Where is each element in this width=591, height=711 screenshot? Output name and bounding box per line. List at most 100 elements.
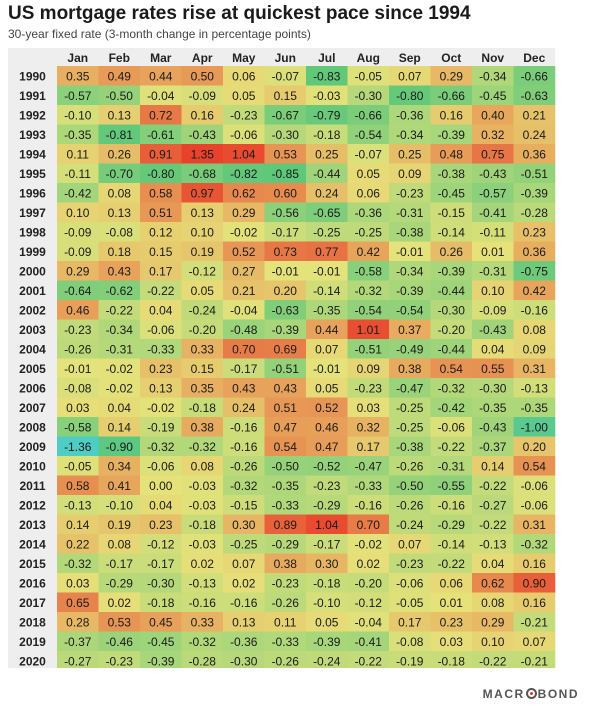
heatmap-cell <box>98 612 141 632</box>
cell-value: -0.22 <box>355 654 383 668</box>
cell-value: -0.51 <box>521 167 549 181</box>
heatmap-cell <box>347 514 390 535</box>
heatmap-cell <box>472 631 514 652</box>
heatmap-cell <box>389 534 431 554</box>
heatmap-cell <box>306 495 348 515</box>
cell-value: 0.10 <box>191 225 215 239</box>
cell-value: 0.52 <box>315 401 339 415</box>
row-label-2000: 2000 <box>19 264 46 278</box>
row-label-2003: 2003 <box>19 323 46 337</box>
row-label-2001: 2001 <box>19 284 46 298</box>
cell-value: 0.04 <box>149 303 173 317</box>
cell-value: -0.57 <box>64 89 92 103</box>
cell-value: 0.43 <box>108 264 132 278</box>
cell-value: -0.39 <box>438 128 466 142</box>
cell-value: -0.28 <box>189 654 217 668</box>
cell-value: -0.26 <box>230 459 258 473</box>
cell-value: -0.44 <box>438 342 466 356</box>
heatmap-cell <box>389 124 431 145</box>
cell-value: 0.02 <box>357 557 381 571</box>
heatmap-cell <box>98 261 141 281</box>
column-header-dec: Dec <box>523 51 545 65</box>
cell-value: -0.28 <box>521 206 549 220</box>
heatmap-cell <box>430 222 473 242</box>
heatmap-cell <box>347 651 390 668</box>
cell-value: -0.27 <box>64 654 92 668</box>
heatmap-cell <box>57 397 99 418</box>
heatmap-cell <box>140 534 182 554</box>
cell-value: -0.08 <box>106 225 134 239</box>
row-label-bg <box>8 280 57 300</box>
cell-value: 0.47 <box>274 420 298 434</box>
heatmap-cell <box>223 124 265 145</box>
heatmap-cell <box>472 339 514 359</box>
heatmap-cell <box>472 514 514 535</box>
heatmap-cell <box>98 534 141 554</box>
heatmap-cell <box>513 339 556 359</box>
cell-value: 0.05 <box>191 284 215 298</box>
cell-value: 0.07 <box>315 342 339 356</box>
heatmap-chart: Jan Feb Mar Apr May Jun Jul Aug Sep Oct Nov Dec 1990… <box>8 48 556 668</box>
heatmap-cell <box>181 436 224 457</box>
cell-value: -0.32 <box>189 635 217 649</box>
cell-value: 0.43 <box>232 381 256 395</box>
heatmap-cell <box>430 573 473 593</box>
cell-value: 0.07 <box>232 557 256 571</box>
cell-value: -0.12 <box>147 537 175 551</box>
heatmap-cell <box>389 495 431 515</box>
cell-value: 0.44 <box>315 323 339 337</box>
heatmap-cell <box>264 85 307 106</box>
heatmap-cell <box>389 280 431 301</box>
heatmap-cell <box>513 436 556 457</box>
heatmap-cell <box>264 514 307 535</box>
cell-value: 0.24 <box>232 401 256 415</box>
row-label-2009: 2009 <box>19 440 46 454</box>
cell-value: -0.14 <box>438 225 466 239</box>
cell-value: -0.23 <box>272 576 300 590</box>
row-label-2005: 2005 <box>19 362 46 376</box>
cell-value: -0.52 <box>313 459 341 473</box>
heatmap-cell <box>347 553 390 574</box>
heatmap-cell <box>98 222 141 242</box>
cell-value: -0.39 <box>396 284 424 298</box>
cell-value: 0.06 <box>232 69 256 83</box>
cell-value: -1.36 <box>64 440 92 454</box>
heatmap-cell <box>306 124 348 145</box>
heatmap-cell <box>472 202 514 223</box>
cell-value: -0.03 <box>189 479 217 493</box>
cell-value: -0.25 <box>396 420 424 434</box>
cell-value: -0.43 <box>479 167 507 181</box>
heatmap-cell <box>347 358 390 379</box>
heatmap-cell <box>389 417 431 437</box>
cell-value: 0.53 <box>274 147 298 161</box>
cell-value: 0.15 <box>191 362 215 376</box>
heatmap-cell <box>430 495 473 515</box>
heatmap-cell <box>389 592 431 613</box>
heatmap-cell <box>223 573 265 593</box>
heatmap-cell <box>57 202 99 223</box>
cell-value: -0.16 <box>189 596 217 610</box>
heatmap-cell <box>430 280 473 301</box>
heatmap-cell <box>264 319 307 340</box>
heatmap-cell <box>306 358 348 379</box>
cell-value: 0.69 <box>274 342 298 356</box>
row-label-2019: 2019 <box>19 635 46 649</box>
cell-value: -0.14 <box>438 537 466 551</box>
heatmap-cell <box>181 592 224 613</box>
cell-value: -0.15 <box>230 498 258 512</box>
heatmap-cell <box>181 495 224 515</box>
heatmap-cell <box>223 261 265 281</box>
cell-value: 0.17 <box>357 440 381 454</box>
heatmap-cell <box>430 378 473 398</box>
cell-value: 0.08 <box>523 323 547 337</box>
heatmap-cell <box>223 475 265 496</box>
cell-value: -0.45 <box>438 186 466 200</box>
heatmap-cell <box>347 631 390 652</box>
cell-value: -1.00 <box>521 420 549 434</box>
heatmap-cell <box>181 163 224 184</box>
row-label-bg <box>8 495 57 515</box>
heatmap-cell <box>347 241 390 262</box>
cell-value: -0.29 <box>272 537 300 551</box>
header-row-bg <box>8 48 555 66</box>
cell-value: 0.13 <box>149 381 173 395</box>
